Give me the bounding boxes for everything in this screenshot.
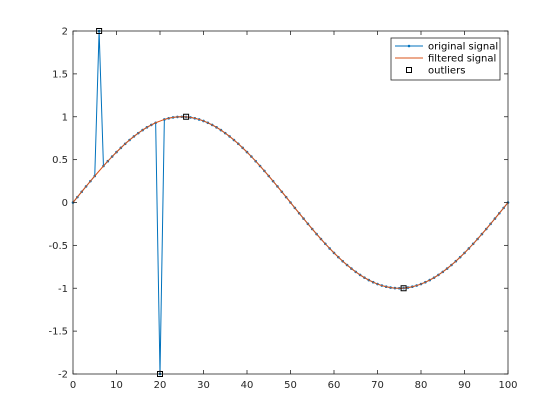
axes-layer: 0 10 20 30 40 50 60 70 80 90 100 -2 -1.5 -1 -0.5 0 0.5 1 1… xyxy=(48,27,517,392)
x-tick-label: 40 xyxy=(241,380,254,391)
x-tick-label: 20 xyxy=(154,380,167,391)
outlier-marker xyxy=(183,113,190,120)
legend-swatch-outliers xyxy=(406,67,412,73)
x-tick-label: 10 xyxy=(110,380,123,391)
x-tick-label: 100 xyxy=(498,380,517,391)
y-tick-label: -1.5 xyxy=(48,327,68,338)
y-tick-label: -0.5 xyxy=(48,241,68,252)
y-tick-label: -1 xyxy=(58,284,68,295)
filtered-signal-line xyxy=(72,116,509,289)
legend-item: original signal xyxy=(395,42,498,53)
x-tick-label: 70 xyxy=(371,380,384,391)
y-tick-label: 1 xyxy=(62,112,68,123)
x-tick-label: 80 xyxy=(415,380,428,391)
legend-item: filtered signal xyxy=(395,54,496,65)
y-tick-label: 1.5 xyxy=(52,69,68,80)
legend-item: outliers xyxy=(406,66,465,77)
x-tick-label: 30 xyxy=(197,380,210,391)
x-tick-label: 90 xyxy=(458,380,471,391)
y-tick-label: 0 xyxy=(62,198,68,209)
x-tick-label: 60 xyxy=(328,380,341,391)
outlier-marker xyxy=(400,285,407,292)
y-tick-label: 0.5 xyxy=(52,155,68,166)
y-tick-label: 2 xyxy=(62,27,68,38)
legend-label: filtered signal xyxy=(428,54,496,65)
series-filtered-signal xyxy=(72,116,509,289)
x-tick-label: 50 xyxy=(284,380,297,391)
x-tick-label: 0 xyxy=(70,380,76,391)
legend-label: original signal xyxy=(428,42,498,53)
legend-label: outliers xyxy=(428,66,465,77)
legend-swatch-original-dot xyxy=(407,44,411,48)
y-tick-label: -2 xyxy=(58,370,68,381)
